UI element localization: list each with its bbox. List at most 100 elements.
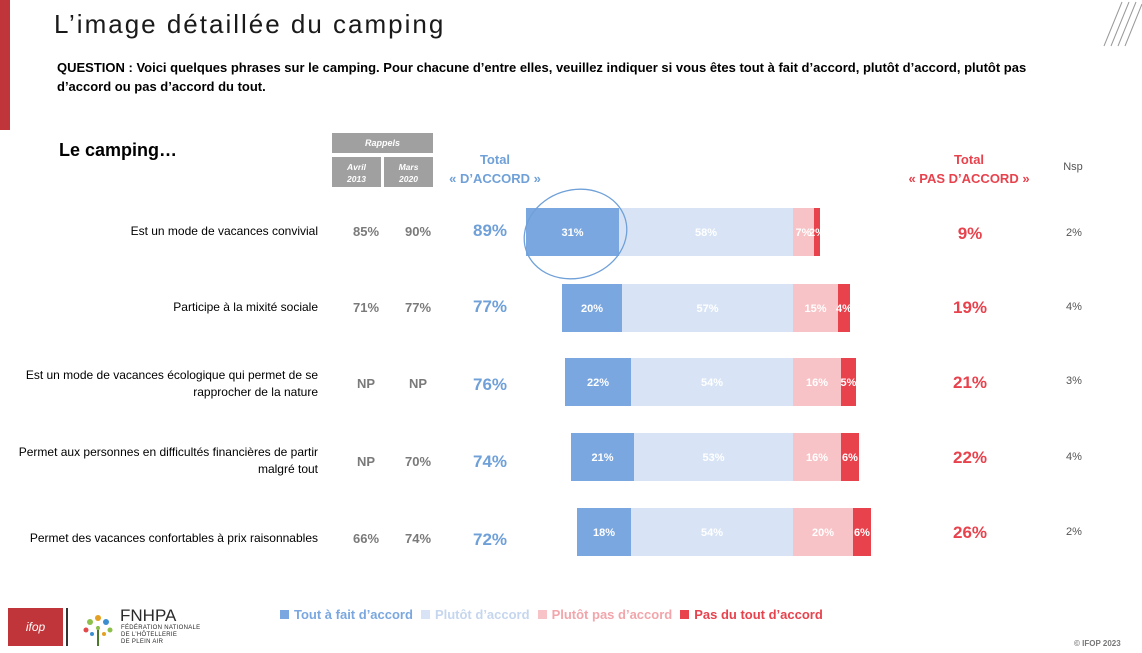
bar-segment	[841, 358, 856, 406]
legend-label: Plutôt d’accord	[434, 607, 530, 622]
logo-separator	[66, 608, 68, 646]
bar-segment	[793, 433, 841, 481]
ifop-logo: ifop	[8, 608, 63, 646]
bar-data-label: 15%	[804, 303, 826, 315]
legend-item: Pas du tout d’accord	[680, 607, 823, 622]
legend-item: Plutôt d’accord	[420, 607, 530, 622]
total-disagree: 21%	[952, 373, 988, 392]
row-label: Participe à la mixité sociale	[173, 300, 318, 314]
nsp-value: 4%	[1066, 451, 1082, 463]
bar-data-label: 31%	[561, 227, 583, 239]
legend-item: Tout à fait d’accord	[280, 607, 413, 622]
legend-swatch	[537, 610, 547, 619]
row-label: Permet des vacances confortables à prix …	[29, 531, 318, 545]
bar-segment	[814, 208, 820, 256]
bar-data-label: 5%	[841, 377, 857, 389]
bar-data-label: 20%	[581, 303, 603, 315]
nsp-value: 2%	[1066, 227, 1082, 239]
header-nsp: Nsp	[1063, 161, 1083, 173]
bar-segment	[793, 208, 814, 256]
copyright: © IFOP 2023	[1074, 639, 1121, 648]
row-label: Permet aux personnes en difficultés fina…	[18, 445, 318, 476]
nsp-value: 3%	[1066, 375, 1082, 387]
bar-data-label: 54%	[701, 527, 723, 539]
row-label: Est un mode de vacances convivial	[130, 224, 318, 238]
recall-2013: NP	[356, 454, 376, 469]
total-disagree: 22%	[952, 448, 988, 467]
recall-2020: NP	[408, 376, 428, 391]
legend-label: Plutôt pas d’accord	[551, 607, 673, 622]
nsp-value: 4%	[1066, 301, 1082, 313]
legend-item: Plutôt pas d’accord	[537, 607, 673, 622]
total-agree: 74%	[472, 452, 508, 471]
bar-data-label: 6%	[854, 527, 870, 539]
bar-data-label: 57%	[696, 303, 718, 315]
rappels-col-2013: Avril 2013	[332, 157, 381, 187]
page-title: L’image détaillée du camping	[54, 9, 446, 39]
total-disagree: 19%	[952, 298, 988, 317]
fnhpa-tree-icon	[83, 615, 113, 646]
bar-segment	[619, 208, 793, 256]
bar-segment	[634, 433, 793, 481]
fnhpa-logo-subtitle: FÉDÉRATION NATIONALE DE L’HÔTELLERIE DE PL…	[121, 625, 201, 645]
legend-label: Pas du tout d’accord	[694, 607, 823, 622]
total-agree: 76%	[472, 375, 508, 394]
rappels-header: Rappels	[332, 133, 433, 153]
bar-data-label: 22%	[587, 377, 609, 389]
bar-segment	[631, 358, 793, 406]
bar-segment	[841, 433, 859, 481]
bar-data-label: 16%	[806, 452, 828, 464]
row-label: Est un mode de vacances écologique qui p…	[25, 368, 318, 399]
bar-segment	[793, 284, 838, 332]
rappels-col-2020: Mars 2020	[384, 157, 433, 187]
bar-data-label: 2%	[809, 227, 825, 239]
legend-swatch	[420, 610, 430, 619]
legend-label: Tout à fait d’accord	[294, 607, 413, 622]
nsp-value: 2%	[1066, 526, 1082, 538]
bar-segment	[565, 358, 631, 406]
bar-segment	[793, 508, 853, 556]
bar-segment	[838, 284, 850, 332]
legend-swatch	[280, 610, 289, 619]
bar-data-label: 21%	[591, 452, 613, 464]
header-total-agree: Total « D’ACCORD »	[449, 152, 541, 186]
fnhpa-logo-text: FNHPA	[120, 606, 177, 625]
bar-segment	[562, 284, 622, 332]
brand-red-bar	[0, 0, 10, 130]
bar-data-label: 18%	[593, 527, 615, 539]
bar-data-label: 7%	[796, 227, 812, 239]
recall-2020: 77%	[404, 300, 432, 315]
bar-data-label: 58%	[695, 227, 717, 239]
chart-legend: Tout à fait d’accord Plutôt d’accord Plu…	[280, 607, 823, 622]
bar-segment	[577, 508, 631, 556]
recall-2013: 66%	[352, 531, 380, 546]
highlight-ellipse	[523, 188, 628, 280]
bar-data-label: 54%	[701, 377, 723, 389]
bar-data-label: 4%	[836, 303, 852, 315]
bar-segment	[526, 208, 619, 256]
bar-segment	[571, 433, 634, 481]
bar-data-label: 20%	[812, 527, 834, 539]
bar-data-label: 16%	[806, 377, 828, 389]
total-agree: 77%	[472, 297, 508, 316]
recall-2020: 90%	[404, 224, 432, 239]
question-text: QUESTION : Voici quelques phrases sur le…	[57, 60, 1027, 94]
recall-2013: 71%	[352, 300, 380, 315]
total-disagree: 26%	[952, 523, 988, 542]
bar-data-label: 53%	[702, 452, 724, 464]
recall-2020: 74%	[404, 531, 432, 546]
bar-data-label: 6%	[842, 452, 858, 464]
subject-heading: Le camping…	[59, 140, 178, 160]
bar-segment	[793, 358, 841, 406]
total-agree: 72%	[472, 530, 508, 549]
bar-segment	[853, 508, 871, 556]
total-agree: 89%	[472, 221, 508, 240]
legend-swatch	[680, 610, 690, 619]
recall-2013: 85%	[352, 224, 380, 239]
decorative-hatch	[1103, 1, 1142, 47]
recall-2020: 70%	[404, 454, 432, 469]
total-disagree: 9%	[957, 224, 983, 243]
recall-2013: NP	[356, 376, 376, 391]
bar-segment	[622, 284, 793, 332]
